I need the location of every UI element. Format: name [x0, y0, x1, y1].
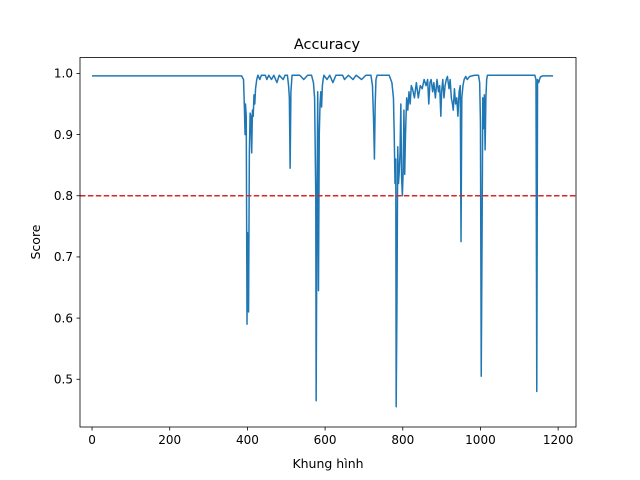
x-tick-label: 1000	[465, 433, 496, 447]
x-tick-label: 400	[236, 433, 259, 447]
chart-title: Accuracy	[294, 37, 361, 53]
x-tick-label: 1200	[543, 433, 574, 447]
y-tick-label: 0.5	[54, 372, 73, 386]
x-axis: 0 200 400 600 800 1000 1200	[88, 427, 573, 447]
y-axis: 0.5 0.6 0.7 0.8 0.9 1.0	[54, 67, 80, 386]
y-tick-label: 0.7	[54, 250, 73, 264]
plot-area	[80, 74, 576, 408]
accuracy-series-line-0	[92, 74, 554, 408]
y-tick-label: 0.6	[54, 311, 73, 325]
y-tick-label: 1.0	[54, 67, 73, 81]
y-axis-label: Score	[28, 224, 43, 259]
x-tick-label: 0	[88, 433, 96, 447]
x-tick-label: 800	[391, 433, 414, 447]
axes-frame	[79, 57, 577, 428]
y-tick-label: 0.9	[54, 128, 73, 142]
y-tick-label: 0.8	[54, 189, 73, 203]
x-tick-label: 200	[158, 433, 181, 447]
x-tick-label: 600	[314, 433, 337, 447]
x-axis-label: Khung hình	[292, 456, 363, 471]
